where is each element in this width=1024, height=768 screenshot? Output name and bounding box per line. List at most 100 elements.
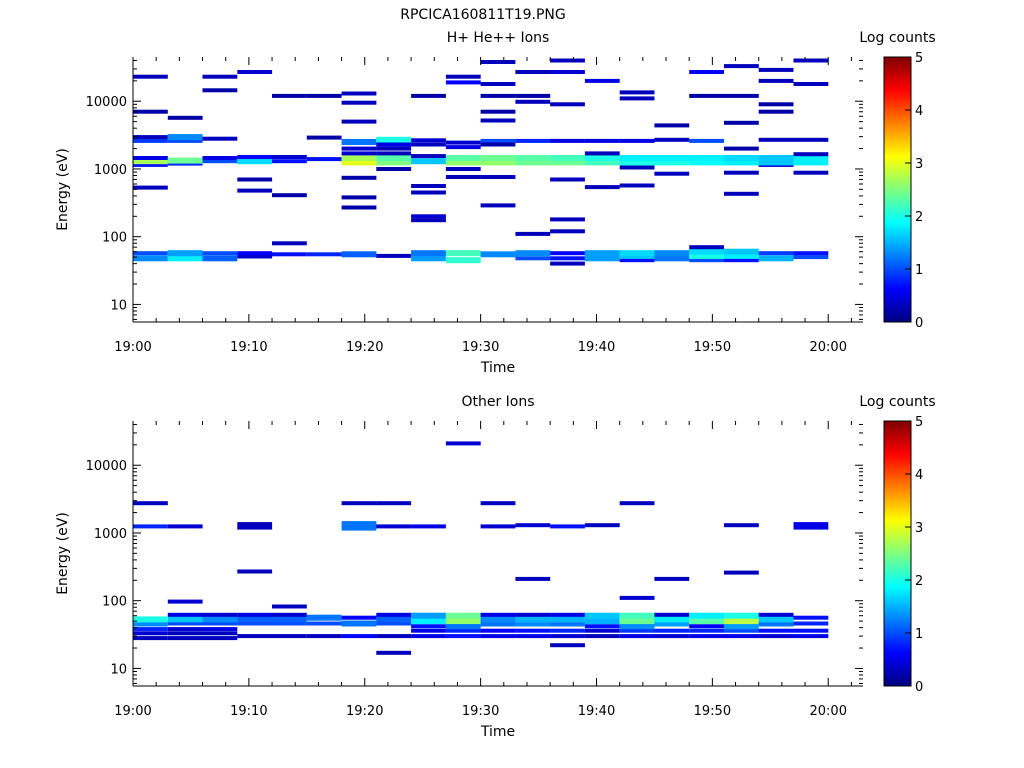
heatmap-cell: [480, 155, 516, 161]
heatmap-cell: [341, 151, 377, 156]
heatmap-cell: [480, 142, 516, 147]
heatmap-cell: [619, 155, 655, 161]
heatmap-cell: [654, 576, 690, 581]
y-tick-label: 100: [102, 231, 127, 246]
heatmap-cell: [167, 134, 203, 141]
heatmap-cell: [133, 185, 168, 190]
heatmap-cell: [133, 138, 168, 143]
colorbar-tick-label: 5: [915, 51, 923, 66]
heatmap-cell: [411, 618, 446, 625]
heatmap-cell: [237, 612, 273, 617]
heatmap-cell: [584, 250, 620, 257]
heatmap-cell: [619, 90, 655, 95]
heatmap-cell: [237, 254, 273, 259]
heatmap-cell: [689, 258, 724, 263]
heatmap-cell: [341, 615, 377, 620]
y-tick-label: 10: [110, 298, 127, 313]
heatmap-cell: [202, 621, 238, 626]
heatmap-cell: [445, 140, 481, 145]
heatmap-cell: [445, 74, 481, 79]
heatmap-cell: [202, 74, 238, 79]
heatmap-cell: [724, 634, 759, 639]
colorbar-tick-label: 1: [915, 627, 923, 642]
heatmap-cell: [619, 96, 655, 101]
heatmap-cell: [689, 634, 724, 639]
heatmap-cell: [167, 636, 203, 641]
heatmap-cell: [515, 256, 551, 261]
heatmap-cell: [758, 251, 794, 256]
x-tick-label: 19:50: [694, 704, 731, 719]
heatmap-cell: [306, 135, 342, 140]
heatmap-cell: [619, 159, 655, 166]
heatmap-cell: [550, 159, 585, 166]
heatmap-cell: [167, 631, 203, 636]
heatmap-cell: [411, 250, 446, 257]
heatmap-cell: [306, 157, 342, 162]
heatmap-cell: [689, 624, 724, 629]
heatmap-cell: [202, 251, 238, 256]
heatmap-cell: [306, 252, 342, 257]
heatmap-cell: [272, 252, 307, 257]
heatmap-cell: [550, 612, 585, 617]
heatmap-cell: [724, 252, 759, 259]
heatmap-cell: [550, 58, 585, 63]
heatmap-cell: [202, 616, 238, 623]
heatmap-cell: [411, 93, 446, 98]
heatmap-cell: [689, 252, 724, 259]
heatmap-cell: [654, 255, 690, 262]
colorbar: [883, 420, 912, 687]
heatmap-cell: [758, 628, 794, 633]
heatmap-cell: [793, 628, 829, 633]
heatmap-cell: [619, 138, 655, 143]
heatmap-cell: [237, 155, 273, 159]
heatmap-cell: [445, 612, 481, 619]
y-tick-label: 1000: [94, 527, 127, 542]
heatmap-cell: [584, 628, 620, 633]
heatmap-cell: [411, 184, 446, 188]
heatmap-cell: [341, 620, 377, 627]
x-tick-label: 20:00: [810, 704, 847, 719]
heatmap-cell: [550, 155, 585, 161]
heatmap-cell: [272, 621, 307, 626]
heatmap-cell: [237, 70, 273, 74]
colorbar-tick-label: 1: [915, 263, 923, 278]
heatmap-cell: [758, 255, 794, 262]
heatmap-cell: [272, 634, 307, 639]
y-tick-label: 1000: [94, 163, 127, 178]
heatmap-cell: [411, 158, 446, 165]
heatmap-cell: [654, 155, 690, 161]
heatmap-cell: [445, 175, 481, 179]
heatmap-cell: [445, 167, 481, 171]
x-axis-label: Time: [480, 724, 515, 740]
heatmap-cell: [515, 70, 551, 74]
heatmap-cell: [202, 255, 238, 262]
heatmap-cell: [167, 612, 203, 617]
heatmap-cell: [793, 155, 829, 161]
colorbar: [883, 56, 912, 323]
heatmap-cell: [550, 256, 585, 261]
colorbar-tick-label: 4: [915, 104, 923, 119]
heatmap-cell: [167, 621, 203, 626]
heatmap-cell: [411, 218, 446, 223]
heatmap-cell: [133, 636, 168, 641]
heatmap-cell: [445, 441, 481, 446]
heatmap-cell: [376, 151, 412, 156]
heatmap-cell: [515, 231, 551, 236]
heatmap-cell: [793, 58, 829, 63]
heatmap-cell: [341, 139, 377, 145]
heatmap-cell: [550, 102, 585, 107]
heatmap-cell: [515, 620, 551, 627]
heatmap-cell: [167, 255, 203, 262]
heatmap-cell: [376, 155, 412, 161]
heatmap-cell: [480, 616, 516, 623]
heatmap-cell: [445, 250, 481, 257]
heatmap-cell: [341, 195, 377, 200]
heatmap-cell: [306, 634, 342, 639]
heatmap-cell: [376, 621, 412, 626]
heatmap-cell: [341, 251, 377, 258]
heatmap-cell: [411, 190, 446, 195]
heatmap-cell: [724, 170, 759, 175]
heatmap-cell: [550, 229, 585, 234]
